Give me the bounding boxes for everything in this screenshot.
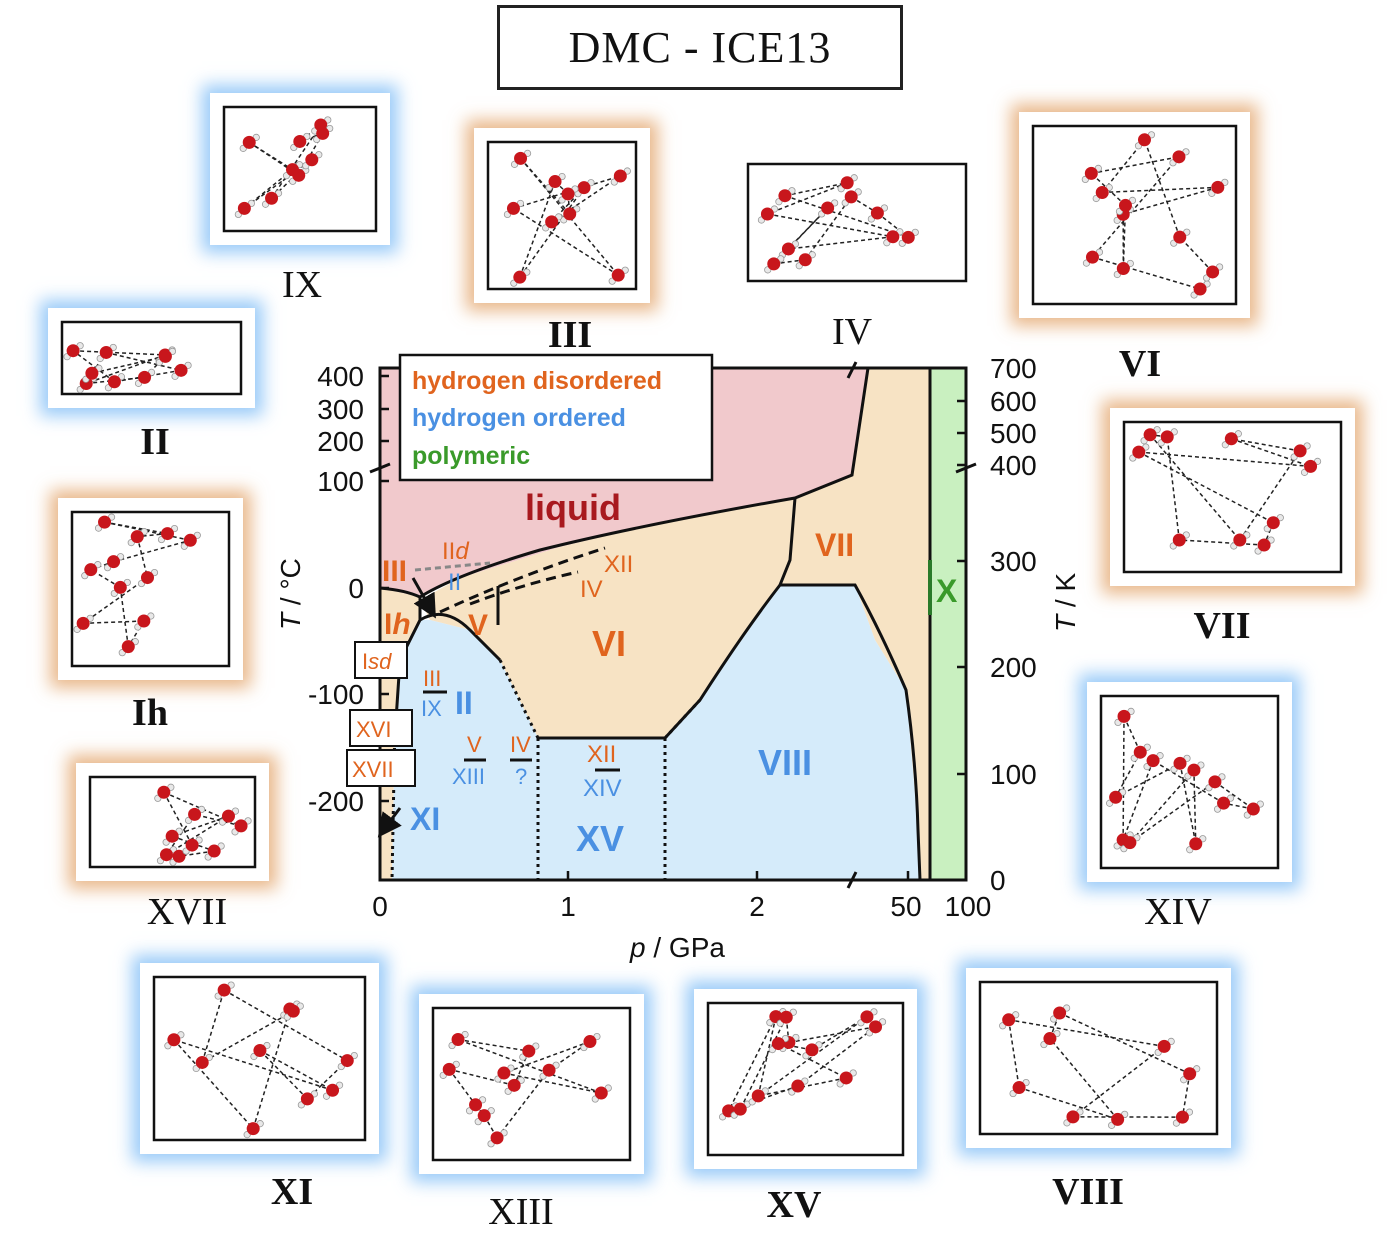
phase-vii: VII [815, 527, 854, 563]
phase-viii: VIII [758, 742, 812, 783]
x-tick-3: 50 [890, 891, 921, 922]
phase-ii: II [455, 685, 473, 721]
y-left-tick-400: 400 [317, 361, 364, 392]
phase-vi: VI [592, 623, 626, 664]
y-right-tick-200: 200 [990, 652, 1037, 683]
phase-xii-top: XII [604, 551, 633, 578]
legend-ordered: hydrogen ordered [412, 404, 626, 432]
y-right-tick-300: 300 [990, 546, 1037, 577]
x-tick-4: 100 [945, 891, 992, 922]
phase-iii-small: III [423, 666, 441, 691]
y-left-tick-200: 200 [317, 426, 364, 457]
phase-iid-under: II [448, 569, 461, 596]
phase-xii-small: XII [587, 741, 616, 768]
region-polymeric [930, 368, 966, 880]
phase-isd: Isd [362, 649, 392, 674]
y-left-axis-title: T / °C [275, 558, 306, 630]
phase-xvi: XVI [356, 717, 391, 742]
phase-iv-small: IV [510, 732, 531, 757]
phase-xiv-small: XIV [583, 775, 622, 802]
y-left-tick-0: 0 [348, 573, 364, 604]
y-left-tick-300: 300 [317, 394, 364, 425]
y-right-tick-600: 600 [990, 386, 1037, 417]
y-right-tick-400: 400 [990, 450, 1037, 481]
x-axis-title: p / GPa [629, 932, 725, 963]
phase-iid: IId [442, 538, 469, 565]
phase-x: X [936, 573, 958, 609]
x-tick-2: 2 [749, 891, 765, 922]
phase-xi: XI [410, 801, 440, 837]
phase-v-small: V [467, 732, 482, 757]
y-right-tick-100: 100 [990, 759, 1037, 790]
y-left-tick-m100: -100 [308, 679, 364, 710]
y-right-tick-700: 700 [990, 353, 1037, 384]
phase-v: V [468, 609, 488, 642]
y-right-axis-title: T / K [1050, 573, 1081, 632]
y-right-tick-500: 500 [990, 418, 1037, 449]
y-left-tick-100: 100 [317, 466, 364, 497]
phase-q-small: ? [515, 764, 527, 789]
phase-ix-small: IX [421, 696, 442, 721]
legend-disordered: hydrogen disordered [412, 367, 662, 395]
phase-xiii-small: XIII [452, 764, 485, 789]
y-right-tick-0: 0 [990, 865, 1006, 896]
y-left-tick-m200: -200 [308, 786, 364, 817]
phase-xvii: XVII [352, 757, 394, 782]
phase-liquid: liquid [525, 487, 621, 528]
x-tick-1: 1 [560, 891, 576, 922]
legend: hydrogen disordered hydrogen ordered pol… [400, 355, 712, 480]
x-tick-0: 0 [372, 891, 388, 922]
phase-iii: III [382, 555, 407, 588]
phase-xv: XV [576, 818, 624, 859]
legend-polymeric: polymeric [412, 442, 530, 470]
phase-iv-top: IV [580, 576, 603, 603]
phase-ih: Ih [384, 608, 411, 641]
